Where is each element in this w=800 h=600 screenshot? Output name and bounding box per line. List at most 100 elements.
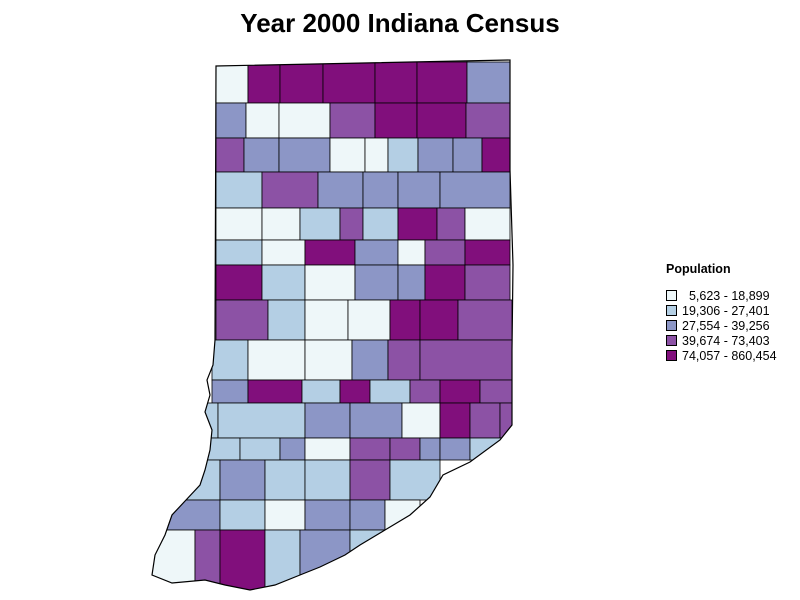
county — [481, 137, 511, 173]
county — [339, 207, 364, 241]
county — [264, 499, 306, 531]
county — [219, 529, 266, 590]
county — [384, 499, 421, 531]
county — [219, 499, 266, 531]
county — [267, 299, 306, 341]
county — [416, 61, 468, 104]
county — [261, 207, 301, 241]
county — [278, 137, 331, 173]
county — [219, 459, 266, 501]
county — [401, 402, 441, 439]
county — [322, 61, 376, 104]
state-outline — [151, 59, 514, 591]
county — [397, 171, 441, 209]
county — [424, 239, 466, 266]
legend-item: 5,623 - 18,899 — [666, 288, 777, 303]
county — [215, 137, 245, 173]
county — [215, 239, 263, 266]
county — [419, 299, 459, 341]
county — [215, 207, 263, 241]
county — [304, 402, 351, 439]
county — [301, 379, 341, 404]
legend-label: 27,554 - 39,256 — [682, 318, 770, 333]
county — [389, 459, 441, 501]
county — [436, 207, 466, 241]
county — [464, 239, 511, 266]
county — [439, 437, 471, 461]
county — [247, 379, 303, 404]
county — [215, 102, 247, 139]
legend-item: 19,306 - 27,401 — [666, 303, 777, 318]
county — [466, 61, 511, 104]
county — [362, 207, 399, 241]
county — [397, 207, 438, 241]
county — [469, 402, 501, 439]
county — [211, 379, 249, 404]
county — [261, 239, 306, 266]
county — [317, 171, 364, 209]
county — [215, 61, 249, 104]
legend: Population 5,623 - 18,899 19,306 - 27,401… — [666, 262, 777, 363]
county — [369, 379, 411, 404]
county — [299, 529, 351, 590]
county — [247, 339, 306, 381]
county-layer — [152, 61, 513, 590]
county — [247, 61, 281, 104]
county — [362, 171, 399, 209]
county — [419, 339, 513, 381]
legend-item: 74,057 - 860,454 — [666, 348, 777, 363]
county — [384, 529, 401, 590]
county — [264, 459, 306, 501]
county — [329, 137, 366, 173]
county — [397, 264, 426, 301]
legend-label: 74,057 - 860,454 — [682, 348, 777, 363]
county — [351, 339, 389, 381]
county — [304, 499, 351, 531]
county — [464, 264, 511, 301]
county — [264, 529, 301, 590]
legend-item: 39,674 - 73,403 — [666, 333, 777, 348]
county — [215, 171, 263, 209]
county — [349, 437, 391, 461]
legend-swatch — [666, 290, 677, 301]
county — [261, 264, 306, 301]
legend-swatch — [666, 350, 677, 361]
county — [424, 264, 466, 301]
legend-swatch — [666, 305, 677, 316]
county — [299, 207, 341, 241]
county — [239, 437, 281, 461]
county — [374, 61, 418, 104]
county — [245, 102, 280, 139]
county — [457, 299, 513, 341]
county — [304, 339, 353, 381]
county — [243, 137, 280, 173]
county — [349, 459, 391, 501]
county — [304, 264, 356, 301]
legend-items: 5,623 - 18,899 19,306 - 27,401 27,554 - 39… — [666, 288, 777, 363]
county — [349, 529, 386, 590]
map-title: Year 2000 Indiana Census — [240, 8, 560, 38]
county — [329, 102, 376, 139]
county — [304, 239, 356, 266]
county — [279, 61, 324, 104]
county — [215, 299, 269, 341]
legend-label: 5,623 - 18,899 — [682, 288, 770, 303]
county — [439, 171, 511, 209]
county — [215, 264, 263, 301]
county — [347, 299, 391, 341]
county — [464, 207, 511, 241]
county — [452, 137, 483, 173]
county — [387, 339, 421, 381]
county — [304, 437, 351, 461]
legend-label: 39,674 - 73,403 — [682, 333, 770, 348]
county — [304, 299, 349, 341]
county — [479, 379, 513, 404]
county — [279, 437, 306, 461]
county — [465, 102, 511, 139]
county — [261, 171, 319, 209]
county — [387, 137, 419, 173]
county — [364, 137, 389, 173]
county — [339, 379, 371, 404]
county — [409, 379, 441, 404]
county — [354, 239, 399, 266]
